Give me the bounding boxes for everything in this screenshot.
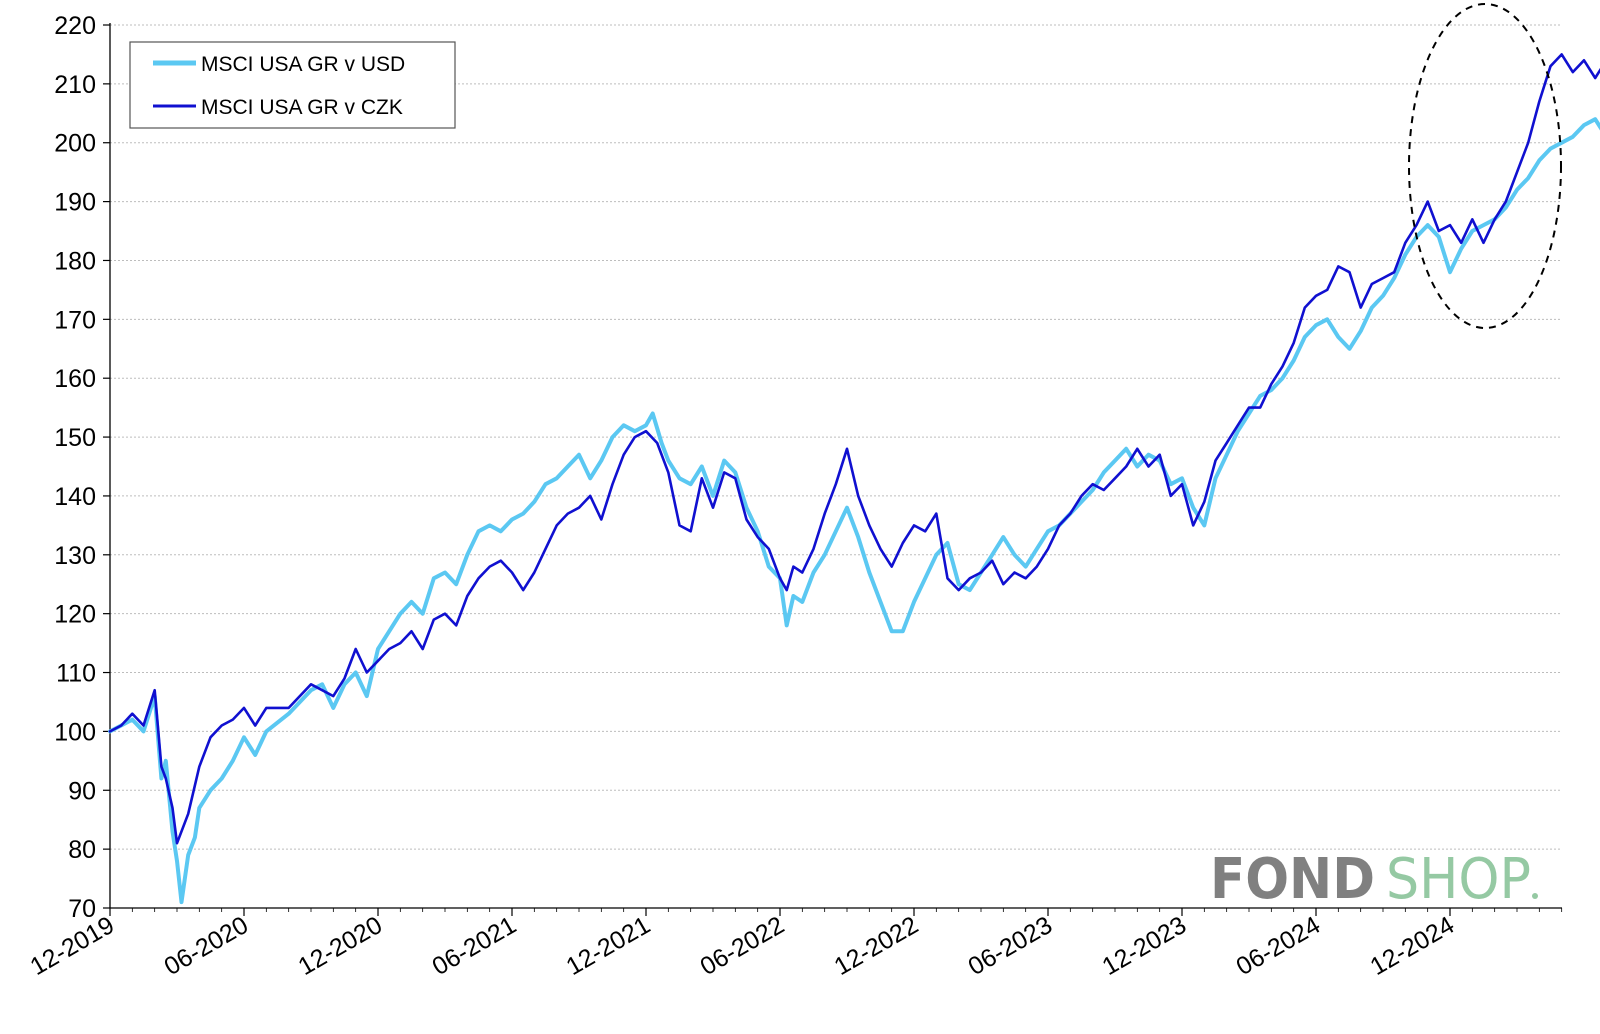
y-tick-label: 200 [54,130,96,158]
x-tick-label: 06-2020 [160,911,253,981]
y-tick-label: 210 [54,71,96,99]
y-tick-label: 180 [54,247,96,275]
y-tick-label: 130 [54,542,96,570]
legend-label-czk: MSCI USA GR v CZK [201,96,403,119]
x-tick-label: 06-2021 [428,911,521,981]
series-line-usd [108,117,1600,905]
y-tick-label: 140 [54,483,96,511]
y-tick-label: 150 [54,424,96,452]
legend: MSCI USA GR v USD MSCI USA GR v CZK [129,41,456,129]
y-tick-label: 90 [68,777,96,805]
gridlines [110,24,1562,850]
brand-fond: FOND [1210,847,1375,912]
x-tick-label: 12-2022 [830,911,923,981]
y-tick-label: 160 [54,365,96,393]
y-tick-label: 100 [54,718,96,746]
series-line-czk [108,53,1600,845]
x-tick-label: 12-2024 [1366,911,1460,981]
x-tick-label: 06-2022 [696,911,789,981]
x-tick-label: 12-2021 [562,911,655,981]
y-tick-label: 80 [68,836,96,864]
fondshop-logo: FOND SHOP [1210,847,1538,912]
x-tick-label: 06-2024 [1232,911,1326,981]
y-tick-label: 120 [54,601,96,629]
y-tick-label: 70 [68,895,96,923]
series-lines [108,53,1600,905]
legend-label-usd: MSCI USA GR v USD [201,53,405,76]
x-tick-label: 06-2023 [964,911,1057,981]
brand-shop: SHOP [1386,847,1531,912]
highlight-ellipse [1408,3,1562,329]
x-tick-label: 12-2020 [294,911,387,981]
axes: 70 80 90 100 110 120 130 140 150 160 170 180 190 200 2… [26,12,1563,981]
brand-dot [1532,893,1538,899]
x-tick-label: 12-2023 [1098,911,1191,981]
legend-box [129,41,456,129]
y-tick-label: 110 [56,660,96,688]
y-tick-label: 170 [54,306,96,334]
y-tick-label: 220 [54,12,96,40]
y-tick-label: 190 [54,189,96,217]
